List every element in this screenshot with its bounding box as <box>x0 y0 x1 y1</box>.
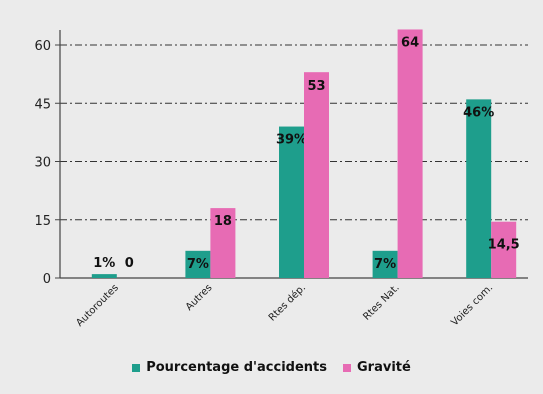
x-tick-label-2: Rtes dép. <box>266 282 308 324</box>
bar-gravite-3 <box>397 29 423 278</box>
data-label-accidents-1: 7% <box>187 257 209 272</box>
legend: Pourcentage d'accidents Gravité <box>0 360 543 375</box>
legend-label-accidents: Pourcentage d'accidents <box>146 360 327 375</box>
bar-gravite-2 <box>304 72 329 278</box>
bar-gravite-4 <box>491 221 517 278</box>
data-label-accidents-0: 1% <box>93 256 115 271</box>
data-label-gravite-3: 64 <box>401 35 419 50</box>
x-tick-label-4: Voies com. <box>449 282 495 328</box>
data-label-accidents-2: 39% <box>276 133 307 148</box>
y-tick-label-30: 30 <box>34 156 51 171</box>
data-label-accidents-3: 7% <box>374 257 396 272</box>
data-label-gravite-0: 0 <box>125 256 134 271</box>
bar-accidents-2 <box>279 126 304 278</box>
x-tick-label-0: Autoroutes <box>74 282 121 329</box>
legend-swatch-gravite <box>342 363 351 372</box>
bar-accidents-4 <box>466 99 492 278</box>
data-label-gravite-4: 14,5 <box>488 238 520 253</box>
y-tick-label-45: 45 <box>34 97 51 112</box>
data-label-gravite-2: 53 <box>307 79 325 94</box>
legend-item-gravite: Gravité <box>342 360 411 375</box>
bar-accidents-1 <box>185 250 211 278</box>
legend-label-gravite: Gravité <box>356 360 411 375</box>
x-tick-label-3: Rtes Nat. <box>361 282 401 322</box>
data-label-accidents-4: 46% <box>463 105 494 120</box>
y-tick-label-0: 0 <box>43 272 51 287</box>
y-tick-label-15: 15 <box>34 214 51 229</box>
bar-gravite-1 <box>210 208 236 278</box>
y-tick-label-60: 60 <box>34 39 51 54</box>
bar-accidents-0 <box>91 274 117 278</box>
legend-swatch-accidents <box>132 363 141 372</box>
bar-accidents-3 <box>372 250 398 278</box>
legend-item-accidents: Pourcentage d'accidents <box>132 360 327 375</box>
data-label-gravite-1: 18 <box>214 214 232 229</box>
x-tick-label-1: Autres <box>184 282 215 313</box>
